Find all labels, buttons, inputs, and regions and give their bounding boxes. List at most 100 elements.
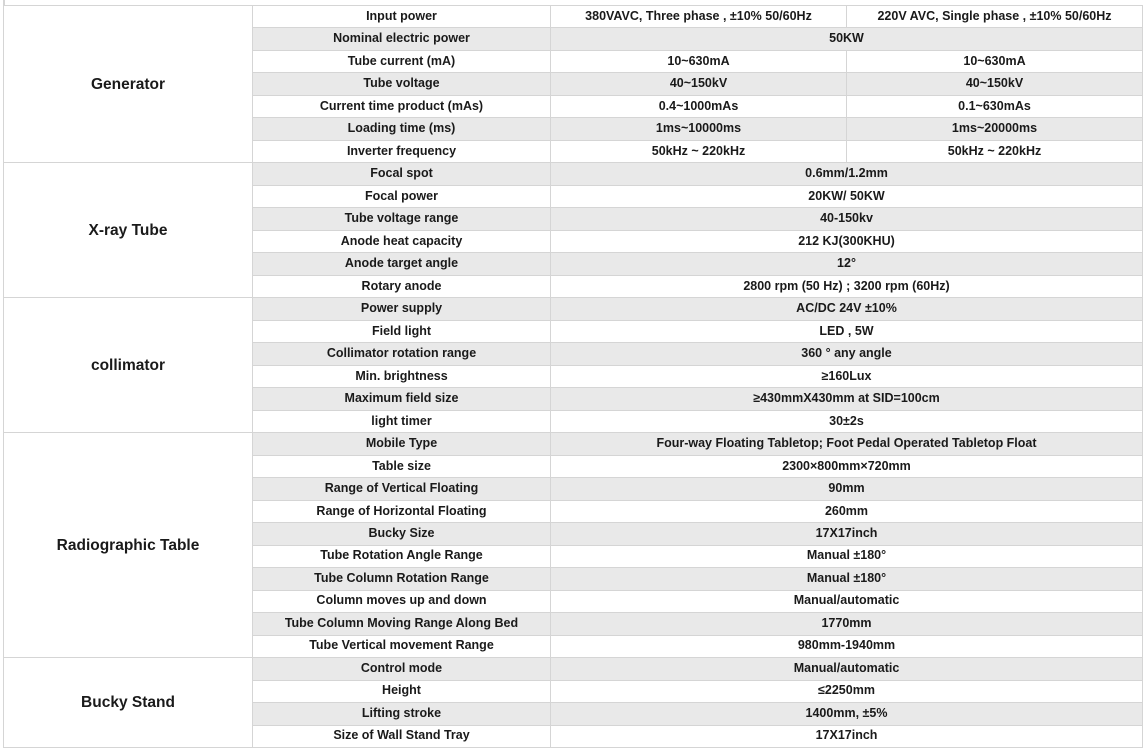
param-cell-field-light: Field light: [252, 319, 551, 344]
value-cell: 90mm: [550, 477, 1143, 501]
table-row: Tube Column Rotation Range Manual ±180°: [4, 567, 1143, 591]
table-row: Lifting stroke 1400mm, ±5%: [4, 702, 1143, 726]
table-row: Tube current (mA) 10~630mA 10~630mA: [4, 49, 1143, 74]
value-cell: 40-150kv: [550, 207, 1143, 231]
param-cell-bucky-size: Bucky Size: [252, 522, 551, 546]
value-cell: 12°: [550, 252, 1143, 276]
param-cell-collimator-rotation-range: Collimator rotation range: [252, 342, 551, 366]
param-cell-current-time-product-mas: Current time product (mAs): [252, 94, 551, 119]
value-cell: Manual ±180°: [550, 567, 1143, 591]
value-cell: ≤2250mm: [550, 679, 1143, 704]
value-cell: 260mm: [550, 499, 1143, 524]
param-cell-control-mode: Control mode: [252, 657, 551, 681]
table-row: Radiographic Table Mobile Type Four-way Fl…: [3, 432, 1143, 659]
value-cell: AC/DC 24V ±10%: [550, 297, 1143, 321]
param-cell-size-of-wall-stand-tray: Size of Wall Stand Tray: [252, 724, 551, 748]
param-cell-focal-power: Focal power: [252, 184, 551, 209]
value-cell: 1ms~10000ms: [550, 117, 847, 141]
value-cell: 17X17inch: [550, 724, 1143, 748]
spec-table-body: Generator Input power 380VAVC, Three phase…: [3, 4, 1143, 748]
value-cell: Manual/automatic: [550, 589, 1143, 614]
category-cell-radiographic-table: Radiographic Table: [3, 432, 253, 659]
value-cell: 20KW/ 50KW: [550, 184, 1143, 209]
table-row: Tube Rotation Angle Range Manual ±180°: [4, 544, 1143, 569]
value-cell: 1770mm: [550, 612, 1143, 636]
value-cell: LED , 5W: [550, 319, 1143, 344]
param-cell-inverter-frequency: Inverter frequency: [252, 139, 551, 164]
value-cell: 0.6mm/1.2mm: [550, 162, 1143, 186]
category-cell-collimator: collimator: [3, 297, 253, 434]
param-cell-focal-spot: Focal spot: [252, 162, 551, 186]
table-row: X-ray Tube Focal spot 0.6mm/1.2mm: [3, 162, 1143, 299]
param-cell-light-timer: light timer: [252, 409, 551, 434]
value-cell: Manual ±180°: [550, 544, 1143, 569]
param-cell-range-of-horizontal-floating: Range of Horizontal Floating: [252, 499, 551, 524]
table-row: Rotary anode 2800 rpm (50 Hz) ; 3200 rpm …: [4, 274, 1143, 299]
param-cell-tube-voltage-range: Tube voltage range: [252, 207, 551, 231]
param-cell-table-size: Table size: [252, 454, 551, 479]
category-cell-bucky-stand: Bucky Stand: [3, 657, 253, 748]
param-cell-min-brightness: Min. brightness: [252, 364, 551, 389]
param-cell-lifting-stroke: Lifting stroke: [252, 702, 551, 726]
value-cell: ≥160Lux: [550, 364, 1143, 389]
table-row: Inverter frequency 50kHz ~ 220kHz 50kHz ~ …: [4, 139, 1143, 164]
value-cell: 17X17inch: [550, 522, 1143, 546]
table-row: Generator Input power 380VAVC, Three phase…: [3, 4, 1143, 164]
category-cell-generator: Generator: [3, 4, 253, 164]
table-row: Height ≤2250mm: [4, 679, 1143, 704]
table-row: Maximum field size ≥430mmX430mm at SID=10…: [4, 387, 1143, 411]
value-cell: Four-way Floating Tabletop; Foot Pedal O…: [550, 432, 1143, 456]
value-cell: 380VAVC, Three phase , ±10% 50/60Hz: [550, 4, 847, 29]
value-cell: 980mm-1940mm: [550, 634, 1143, 659]
value-cell: 50KW: [550, 27, 1143, 51]
value-cell: 360 ° any angle: [550, 342, 1143, 366]
value-cell: 50kHz ~ 220kHz: [846, 139, 1143, 164]
value-cell: 30±2s: [550, 409, 1143, 434]
param-cell-anode-heat-capacity: Anode heat capacity: [252, 229, 551, 254]
table-row: Min. brightness ≥160Lux: [4, 364, 1143, 389]
param-cell-power-supply: Power supply: [252, 297, 551, 321]
param-cell-loading-time-ms: Loading time (ms): [252, 117, 551, 141]
param-cell-maximum-field-size: Maximum field size: [252, 387, 551, 411]
param-cell-range-of-vertical-floating: Range of Vertical Floating: [252, 477, 551, 501]
table-row: Size of Wall Stand Tray 17X17inch: [4, 724, 1143, 748]
value-cell: 50kHz ~ 220kHz: [550, 139, 847, 164]
table-row: Current time product (mAs) 0.4~1000mAs 0.1…: [4, 94, 1143, 119]
table-row: Range of Horizontal Floating 260mm: [4, 499, 1143, 524]
param-cell-tube-voltage: Tube voltage: [252, 72, 551, 96]
value-cell: 10~630mA: [550, 49, 847, 74]
param-cell-anode-target-angle: Anode target angle: [252, 252, 551, 276]
table-row: Table size 2300×800mm×720mm: [4, 454, 1143, 479]
param-cell-mobile-type: Mobile Type: [252, 432, 551, 456]
table-row: Focal power 20KW/ 50KW: [4, 184, 1143, 209]
value-cell: 212 KJ(300KHU): [550, 229, 1143, 254]
param-cell-tube-vertical-movement-range: Tube Vertical movement Range: [252, 634, 551, 659]
value-cell: ≥430mmX430mm at SID=100cm: [550, 387, 1143, 411]
value-cell: 2300×800mm×720mm: [550, 454, 1143, 479]
value-cell: Manual/automatic: [550, 657, 1143, 681]
table-row: Loading time (ms) 1ms~10000ms 1ms~20000ms: [4, 117, 1143, 141]
param-cell-tube-column-rotation-range: Tube Column Rotation Range: [252, 567, 551, 591]
value-cell: 220V AVC, Single phase , ±10% 50/60Hz: [846, 4, 1143, 29]
value-cell: 40~150kV: [846, 72, 1143, 96]
param-cell-tube-current-ma: Tube current (mA): [252, 49, 551, 74]
param-cell-tube-column-moving-range-along-bed: Tube Column Moving Range Along Bed: [252, 612, 551, 636]
value-cell: 0.1~630mAs: [846, 94, 1143, 119]
table-row: Tube Vertical movement Range 980mm-1940mm: [4, 634, 1143, 659]
value-cell: 10~630mA: [846, 49, 1143, 74]
table-row: Nominal electric power 50KW: [4, 27, 1143, 51]
param-cell-nominal-electric-power: Nominal electric power: [252, 27, 551, 51]
param-cell-rotary-anode: Rotary anode: [252, 274, 551, 299]
table-row: Bucky Stand Control mode Manual/automatic: [3, 657, 1143, 748]
param-cell-column-moves-up-and-down: Column moves up and down: [252, 589, 551, 614]
spec-table: Generator Input power 380VAVC, Three phase…: [3, 4, 1143, 748]
table-row: Tube voltage 40~150kV 40~150kV: [4, 72, 1143, 96]
param-cell-height: Height: [252, 679, 551, 704]
param-cell-tube-rotation-angle-range: Tube Rotation Angle Range: [252, 544, 551, 569]
table-row: Bucky Size 17X17inch: [4, 522, 1143, 546]
value-cell: 1400mm, ±5%: [550, 702, 1143, 726]
param-cell-input-power: Input power: [252, 4, 551, 29]
value-cell: 1ms~20000ms: [846, 117, 1143, 141]
table-row: Tube Column Moving Range Along Bed 1770mm: [4, 612, 1143, 636]
